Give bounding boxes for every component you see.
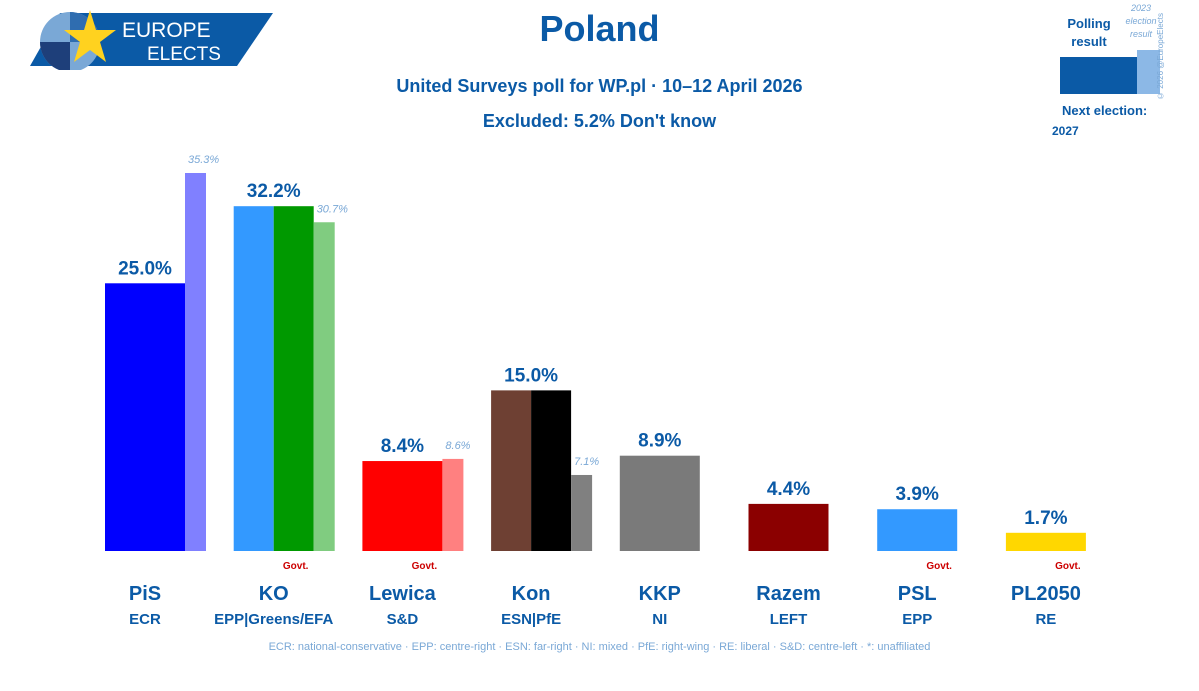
logo-text-elects: ELECTS	[147, 44, 221, 65]
bar-kon-1	[531, 390, 572, 551]
bar-psl	[877, 509, 958, 551]
value-label-pis: 25.0%	[118, 258, 172, 279]
group-footnote: ECR: national-conservative · EPP: centre…	[268, 641, 931, 653]
party-label-lewica: Lewica	[369, 583, 437, 605]
star-icon	[64, 10, 116, 62]
bar-lewica	[362, 461, 443, 551]
excluded-note: Excluded: 5.2% Don't know	[482, 111, 717, 131]
prev-bar-ko	[313, 222, 335, 551]
group-label-razem: LEFT	[770, 611, 808, 628]
prev-bar-kon	[571, 474, 593, 551]
group-label-ko: EPP|Greens/EFA	[214, 611, 333, 628]
value-label-kon: 15.0%	[504, 365, 558, 386]
next-election-year: 2027	[1052, 124, 1079, 138]
next-election-label: Next election:	[1062, 103, 1148, 118]
legend-polling-swatch	[1060, 57, 1137, 94]
party-label-ko: KO	[259, 583, 289, 605]
prev-bar-pis	[185, 173, 206, 551]
value-label-psl: 3.9%	[896, 484, 939, 505]
legend-election-swatch	[1137, 50, 1160, 94]
legend-election-label: 2023 election result	[1125, 3, 1157, 39]
party-label-razem: Razem	[756, 583, 820, 605]
chart-subtitle: United Surveys poll for WP.pl · 10–12 Ap…	[396, 76, 803, 96]
group-label-psl: EPP	[902, 611, 932, 628]
party-label-kkp: KKP	[639, 583, 681, 605]
govt-label-psl: Govt.	[926, 561, 952, 572]
bar-kkp	[619, 455, 700, 551]
bar-pl2050	[1005, 532, 1086, 551]
party-label-pl2050: PL2050	[1011, 583, 1081, 605]
govt-label-lewica: Govt.	[412, 561, 438, 572]
bar-kon	[491, 390, 532, 551]
value-label-ko: 32.2%	[247, 181, 301, 202]
value-label-pl2050: 1.7%	[1024, 508, 1067, 529]
europe-elects-logo: EUROPE ELECTS	[30, 10, 273, 70]
value-label-razem: 4.4%	[767, 479, 810, 500]
value-label-kkp: 8.9%	[638, 431, 681, 452]
group-label-pl2050: RE	[1035, 611, 1056, 628]
legend-polling-label: Polling result	[1067, 16, 1111, 49]
govt-label-ko: Govt.	[283, 561, 309, 572]
party-label-kon: Kon	[512, 583, 551, 605]
prev-value-label-lewica: 8.6%	[445, 440, 470, 452]
party-label-pis: PiS	[129, 583, 161, 605]
prev-value-label-pis: 35.3%	[188, 154, 219, 166]
group-label-kkp: NI	[652, 611, 667, 628]
govt-label-pl2050: Govt.	[1055, 561, 1081, 572]
bar-pis	[105, 283, 185, 551]
bar-ko-1	[273, 206, 314, 551]
group-label-kon: ESN|PfE	[501, 611, 561, 628]
value-label-lewica: 8.4%	[381, 436, 424, 457]
logo-text-europe: EUROPE	[122, 19, 211, 42]
chart-title: Poland	[539, 8, 660, 49]
prev-value-label-ko: 30.7%	[317, 203, 348, 215]
prev-value-label-kon: 7.1%	[574, 456, 599, 468]
prev-bar-lewica	[442, 458, 464, 551]
group-label-pis: ECR	[129, 611, 161, 628]
group-label-lewica: S&D	[387, 611, 419, 628]
bar-razem	[748, 503, 829, 551]
party-label-psl: PSL	[898, 583, 937, 605]
bar-ko	[233, 206, 274, 551]
